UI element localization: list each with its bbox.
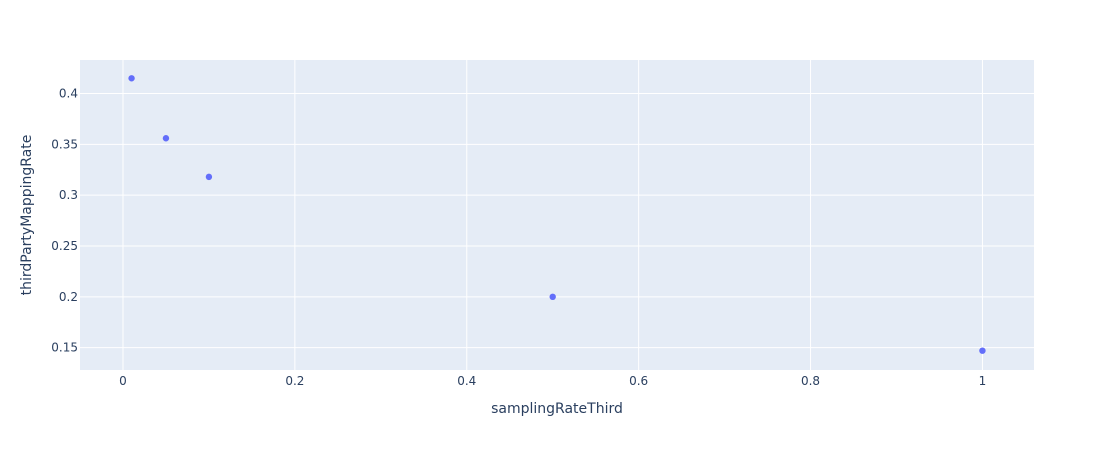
grid-lines: [80, 60, 1034, 370]
data-point[interactable]: [205, 173, 213, 181]
tick-labels: 0 0.2 0.4 0.6 0.8 1 0.15 0.2 0.25 0.3 0.35 0.4: [51, 87, 986, 388]
y-axis-title: thirdPartyMappingRate: [19, 135, 35, 296]
x-tick-label: 0.4: [457, 374, 476, 388]
data-point[interactable]: [162, 135, 170, 142]
y-tick-label: 0.25: [51, 239, 78, 253]
y-tick-label: 0.3: [59, 188, 78, 202]
data-point[interactable]: [979, 347, 986, 354]
x-tick-label: 0.6: [629, 374, 648, 388]
x-tick-label: 0: [119, 374, 127, 388]
y-tick-label: 0.4: [59, 87, 78, 101]
x-tick-label: 0.8: [801, 374, 820, 388]
data-markers: [128, 75, 986, 354]
y-tick-label: 0.15: [51, 341, 78, 355]
plot-area: [80, 60, 1034, 370]
data-point[interactable]: [549, 293, 556, 301]
x-tick-label: 1: [979, 374, 987, 388]
y-tick-label: 0.35: [51, 137, 78, 151]
x-tick-label: 0.2: [285, 374, 304, 388]
x-axis-title: samplingRateThird: [491, 401, 623, 417]
y-tick-label: 0.2: [59, 290, 78, 304]
data-point[interactable]: [128, 75, 135, 82]
